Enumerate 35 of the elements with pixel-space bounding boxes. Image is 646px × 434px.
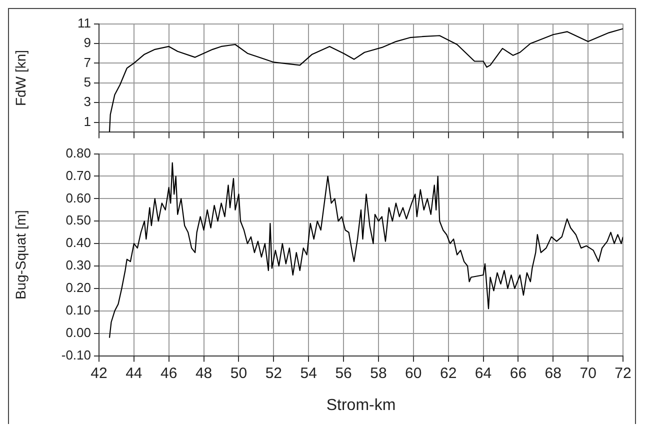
x-tick-label: 56 (335, 364, 352, 382)
y-tick-label: 0.40 (66, 235, 91, 250)
y-tick-label: 11 (78, 15, 91, 30)
x-axis-title: Strom-km (326, 396, 396, 414)
y-tick-label: 3 (84, 94, 91, 110)
y-tick-label: 7 (84, 54, 91, 70)
x-tick-label: 52 (265, 364, 282, 382)
x-tick-label: 68 (544, 364, 562, 382)
y-axis-title: FdW [kn] (12, 50, 28, 106)
x-tick-label: 46 (160, 364, 178, 382)
x-tick-label: 42 (90, 364, 108, 382)
y-tick-label: 0.00 (66, 324, 91, 340)
x-tick-label: 48 (195, 364, 212, 382)
y-tick-label: 0.50 (66, 212, 91, 228)
y-tick-label: 0.30 (66, 258, 91, 273)
x-tick-label: 62 (440, 364, 457, 382)
x-tick-label: 72 (614, 364, 632, 382)
y-axis-title: Bug-Squat [m] (12, 210, 28, 300)
y-tick-label: 0.80 (66, 145, 91, 160)
x-tick-label: 64 (474, 364, 492, 382)
y-tick-label: 0.70 (66, 168, 91, 183)
y-tick-label: 5 (84, 74, 91, 90)
x-tick-label: 58 (370, 364, 387, 382)
y-tick-label: 0.20 (66, 280, 91, 296)
y-tick-label: 1 (84, 114, 91, 129)
x-tick-label: 60 (405, 364, 422, 382)
y-tick-label: 0.10 (66, 302, 91, 318)
y-tick-label: -0.10 (61, 347, 91, 362)
x-tick-label: 44 (126, 364, 142, 382)
x-tick-label: 66 (510, 364, 527, 382)
x-tick-label: 54 (300, 364, 317, 382)
x-tick-label: 70 (580, 364, 596, 382)
y-tick-label: 0.60 (66, 190, 91, 206)
x-tick-label: 50 (230, 364, 248, 382)
y-tick-label: 9 (84, 35, 91, 50)
